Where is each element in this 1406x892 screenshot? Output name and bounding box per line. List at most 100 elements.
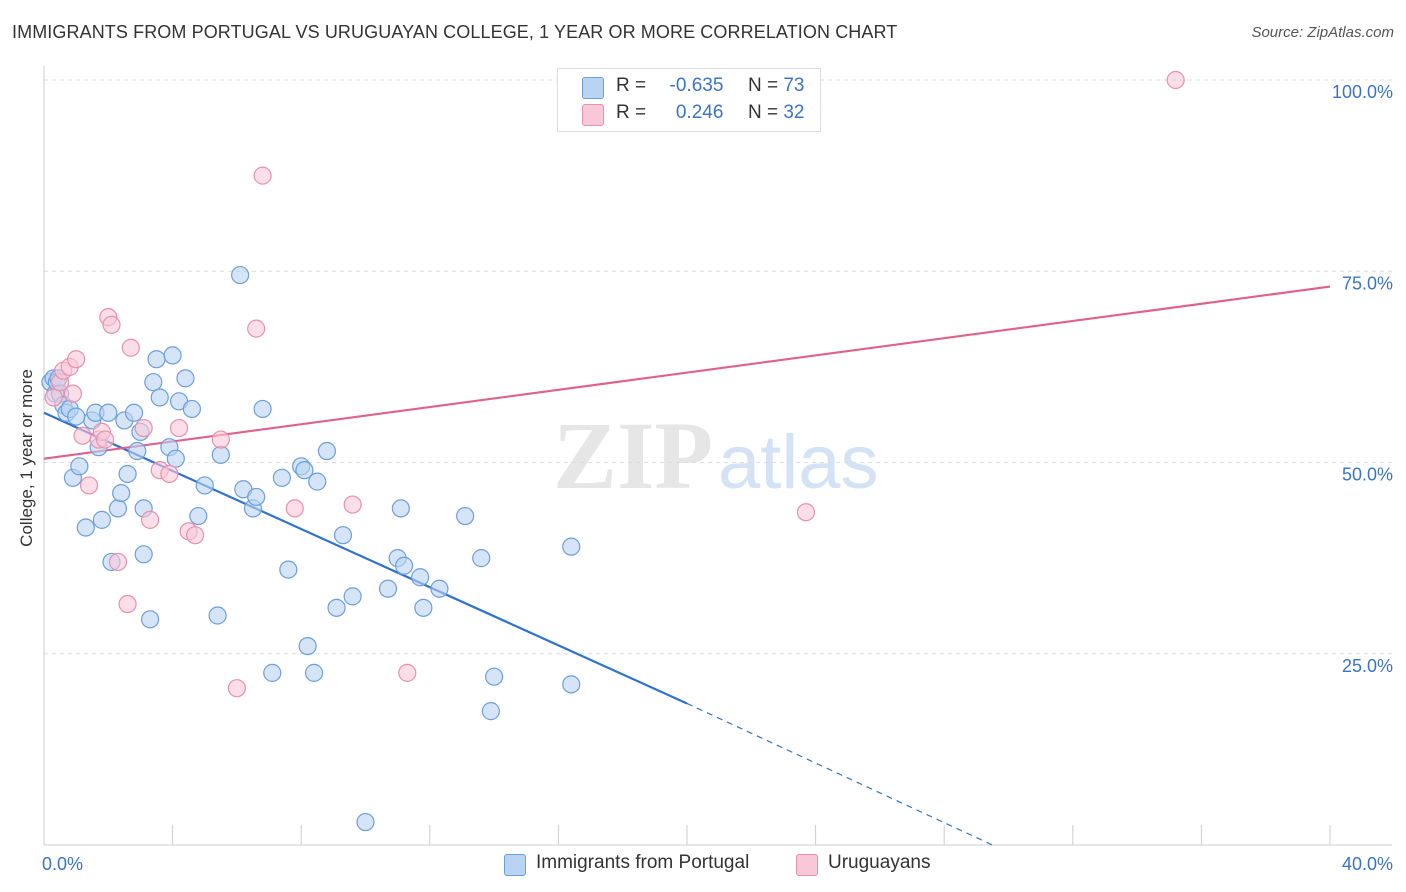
portugal-point-52	[308, 472, 327, 491]
portugal-legend-label: Immigrants from Portugal	[536, 852, 750, 873]
trend-lines	[43, 285, 1331, 846]
uruguay-point-27	[285, 499, 304, 518]
portugal-point-57	[356, 812, 375, 832]
watermark: ZIP atlas	[553, 402, 879, 509]
portugal-swatch	[582, 77, 604, 99]
portugal-point-67	[481, 702, 500, 721]
portugal-point-40	[231, 265, 250, 285]
uruguay-point-22	[186, 526, 205, 545]
portugal-point-47	[279, 560, 298, 579]
uruguay-point-0	[44, 388, 63, 407]
portugal-point-68	[485, 667, 504, 686]
portugal-point-45	[263, 663, 282, 682]
portugal-point-25	[134, 545, 153, 564]
x-tick-labels: 0.0% 40.0%	[42, 854, 1393, 874]
y-tick-labels: 25.0% 50.0% 75.0% 100.0%	[1332, 82, 1393, 676]
grid	[44, 79, 1392, 655]
uruguay-point-13	[108, 552, 128, 572]
portugal-point-27	[144, 373, 163, 392]
uruguay-point-25	[247, 319, 266, 338]
watermark-zip: ZIP	[553, 402, 713, 509]
uruguay-point-17	[140, 510, 160, 529]
portugal-point-39	[211, 445, 230, 464]
y-tick-label-2: 75.0%	[1342, 273, 1393, 293]
uruguay-point-31	[1166, 70, 1185, 90]
portugal-point-63	[414, 598, 433, 617]
portugal-point-53	[317, 441, 337, 461]
uruguay-point-14	[118, 594, 137, 614]
uruguay-point-15	[121, 338, 140, 357]
uruguay-point-7	[79, 476, 99, 495]
portugal-point-20	[118, 464, 137, 484]
portugal-point-28	[147, 350, 166, 369]
uruguay-point-23	[211, 430, 230, 449]
legend-r-label-portugal: R =	[616, 75, 647, 96]
uruguay-legend-swatch	[796, 854, 818, 876]
uruguay-point-12	[102, 315, 121, 334]
portugal-point-34	[176, 369, 195, 388]
legend-n-value-portugal: 73	[783, 75, 805, 96]
portugal-point-66	[472, 549, 491, 568]
portugal-point-70	[562, 675, 581, 694]
uruguay-trend-line	[43, 285, 1331, 460]
uruguay-point-19	[160, 464, 179, 484]
portugal-point-18	[112, 484, 131, 503]
portugal-point-65	[456, 506, 475, 526]
portugal-point-21	[124, 403, 144, 422]
portugal-legend-swatch	[504, 854, 526, 876]
uruguay-legend-label: Uruguayans	[828, 852, 931, 873]
uruguay-point-4	[63, 384, 83, 403]
portugal-point-51	[304, 663, 324, 682]
portugal-point-35	[182, 399, 201, 419]
portugal-point-60	[391, 499, 410, 518]
uruguay-point-28	[343, 495, 362, 514]
uruguay-point-10	[95, 430, 115, 449]
y-tick-label-0: 25.0%	[1342, 656, 1393, 676]
portugal-trend-line	[43, 411, 688, 705]
portugal-point-72	[67, 407, 86, 426]
uruguay-point-5	[67, 350, 86, 369]
portugal-point-64	[430, 579, 449, 598]
uruguay-point-6	[73, 426, 92, 445]
portugal-point-36	[189, 506, 208, 526]
uruguay-point-30	[796, 503, 816, 522]
legend-r-label-uruguay: R =	[616, 102, 647, 123]
portugal-point-38	[208, 606, 227, 625]
uruguay-point-26	[253, 166, 272, 185]
portugal-point-29	[150, 388, 169, 407]
portugal-point-69	[562, 537, 581, 556]
legend-n-label-portugal: N =	[747, 75, 779, 96]
uruguay-point-29	[398, 663, 417, 682]
portugal-point-46	[272, 468, 292, 487]
uruguay-point-16	[134, 418, 153, 438]
portugal-point-22	[128, 441, 147, 461]
portugal-trend-extension	[686, 702, 993, 846]
portugal-point-62	[411, 568, 430, 587]
legend-n-value-uruguay: 32	[783, 102, 805, 123]
portugal-point-31	[163, 346, 182, 365]
portugal-point-61	[394, 556, 414, 575]
portugal-point-58	[378, 579, 398, 598]
portugal-point-49	[295, 461, 314, 480]
portugal-point-10	[70, 457, 89, 476]
portugal-point-15	[92, 510, 111, 529]
portugal-point-54	[327, 598, 346, 617]
source-label: Source: ZipAtlas.com	[1251, 24, 1394, 41]
portugal-point-43	[247, 487, 266, 507]
uruguay-point-24	[227, 679, 246, 698]
axes	[43, 66, 1392, 846]
portugal-point-37	[195, 476, 214, 495]
portugal-point-71	[99, 403, 118, 422]
y-tick-label-3: 100.0%	[1332, 82, 1393, 102]
chart-title: IMMIGRANTS FROM PORTUGAL VS URUGUAYAN CO…	[12, 22, 898, 42]
portugal-point-56	[343, 587, 362, 606]
x-tick-label-min: 0.0%	[42, 854, 83, 874]
portugal-point-11	[76, 518, 95, 537]
uruguay-point-20	[169, 418, 189, 438]
y-tick-label-1: 50.0%	[1342, 465, 1393, 485]
legend-n-label-uruguay: N =	[747, 102, 779, 123]
legend-r-value-portugal: -0.635	[669, 75, 724, 96]
portugal-point-50	[298, 636, 317, 656]
uruguay-swatch	[582, 104, 604, 126]
